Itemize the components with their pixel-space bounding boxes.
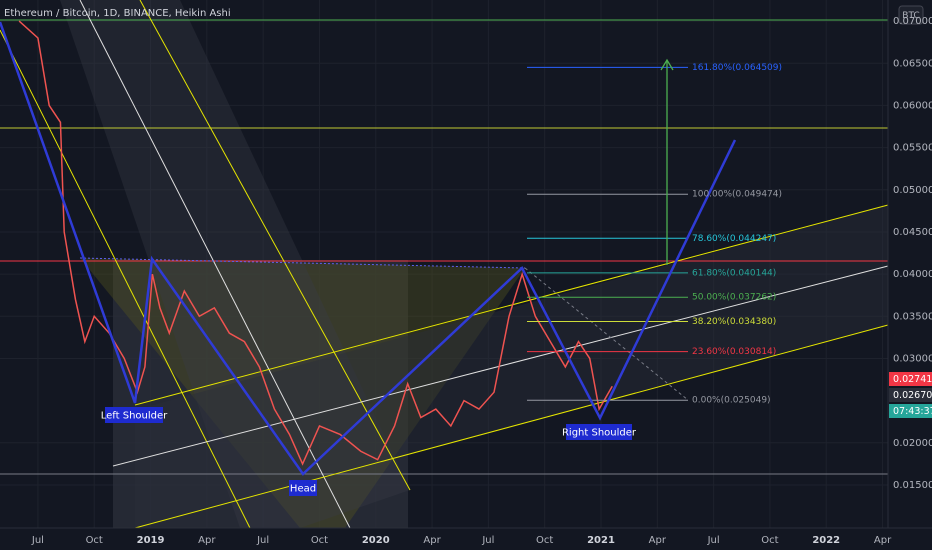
x-tick-label: Jul	[256, 535, 269, 546]
x-tick-label: Apr	[874, 535, 892, 546]
x-tick-label: Oct	[311, 535, 328, 546]
annotation: Right Shoulder	[562, 428, 637, 439]
channel-mid	[79, 0, 351, 529]
annotation-box	[566, 424, 632, 440]
channel-line	[139, 0, 411, 491]
fib-label: 61.80%(0.040144)	[692, 268, 776, 278]
x-tick-label: Apr	[198, 535, 216, 546]
x-tick-label: 2019	[137, 535, 165, 546]
price-badge	[889, 388, 932, 402]
x-tick-label: Jul	[31, 535, 44, 546]
currency-button[interactable]	[898, 5, 924, 25]
currency-button-label[interactable]: BTC	[902, 11, 919, 21]
channel-line	[134, 324, 889, 529]
y-tick-label: 0.070000	[893, 16, 932, 27]
x-tick-label: Oct	[536, 535, 553, 546]
fib-label: 0.00%(0.025049)	[692, 396, 771, 406]
x-tick-label: 2020	[362, 535, 390, 546]
price-badge-label: 0.026702	[893, 390, 932, 401]
pattern-zone	[80, 258, 525, 528]
x-tick-label: Apr	[649, 535, 667, 546]
annotation-box	[289, 480, 317, 496]
x-tick-label: 2022	[812, 535, 840, 546]
x-tick-label: Jul	[707, 535, 720, 546]
annotation: Left Shoulder	[101, 411, 168, 422]
x-tick-label: Oct	[86, 535, 103, 546]
fib-label: 161.80%(0.064509)	[692, 63, 782, 73]
fib-label: 50.00%(0.037262)	[692, 293, 776, 303]
x-tick-label: Jul	[481, 535, 494, 546]
annotation-box	[105, 407, 163, 423]
head-shoulders-pattern	[0, 21, 737, 476]
countdown: 07:43:37	[893, 406, 932, 417]
price-line	[18, 20, 613, 466]
annotation: Head	[290, 484, 316, 495]
range-box	[113, 260, 408, 528]
countdown-badge	[889, 404, 932, 418]
up-channel	[135, 205, 888, 528]
price-badge	[889, 372, 932, 386]
x-tick-label: Apr	[423, 535, 441, 546]
price-badge-label: 0.027414	[893, 374, 932, 385]
x-tick-label: 2021	[587, 535, 615, 546]
fib-label: 23.60%(0.030814)	[692, 347, 776, 357]
arrow-head	[660, 58, 674, 71]
fib-label: 38.20%(0.034380)	[692, 317, 776, 327]
chart-title: Ethereum / Bitcoin, 1D, BINANCE, Heikin …	[4, 8, 231, 19]
marks	[18, 20, 688, 466]
x-tick-label: Oct	[761, 535, 778, 546]
channel-line	[0, 29, 251, 529]
fib-label: 100.00%(0.049474)	[692, 190, 782, 200]
fib-label: 78.60%(0.044247)	[692, 234, 776, 244]
channel-mid	[112, 265, 889, 467]
trend-dash	[524, 267, 689, 401]
